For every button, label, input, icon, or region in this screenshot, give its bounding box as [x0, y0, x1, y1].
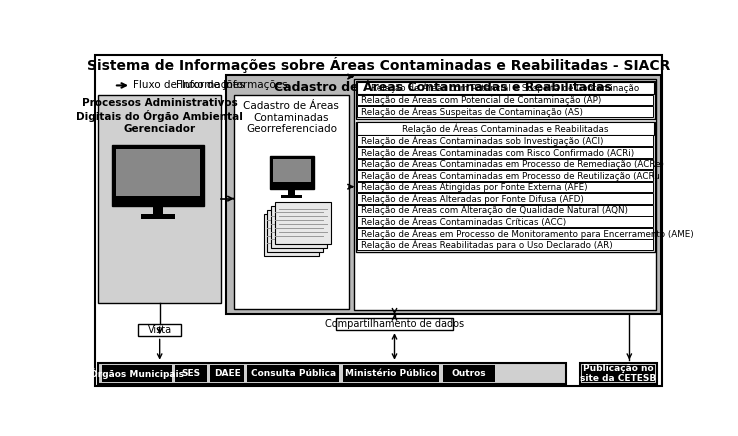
Bar [357, 147, 653, 158]
Bar [273, 159, 311, 182]
Text: Relação de Áreas em Processo de Monitoramento para Encerramento (AME): Relação de Áreas em Processo de Monitora… [361, 228, 694, 238]
Bar [141, 214, 175, 218]
Text: Órgãos Municipais: Órgãos Municipais [90, 368, 184, 378]
Bar [337, 318, 452, 330]
Text: Relação de Áreas Contaminadas em Processo de Remediação (ACRe): Relação de Áreas Contaminadas em Process… [361, 159, 664, 169]
Text: Relação de Áreas Contaminadas e Reabilitadas: Relação de Áreas Contaminadas e Reabilit… [402, 123, 609, 134]
Text: Fluxo de Informações: Fluxo de Informações [176, 80, 288, 90]
Text: Relação de Áreas Contaminadas em Processo de Reutilização (ACRu): Relação de Áreas Contaminadas em Process… [361, 170, 663, 181]
Text: Relação de Áreas com Potencial e Suspeita de Contaminação: Relação de Áreas com Potencial e Suspeit… [371, 82, 639, 93]
Bar [356, 122, 655, 252]
Text: Cadastro de Áreas
Contaminadas
Georreferenciado: Cadastro de Áreas Contaminadas Georrefer… [244, 101, 339, 134]
Text: Sistema de Informações sobre Áreas Contaminadas e Reabilitadas - SIACR: Sistema de Informações sobre Áreas Conta… [86, 57, 670, 73]
Bar [582, 365, 655, 382]
Bar [234, 95, 349, 309]
Bar [263, 214, 320, 255]
Bar [112, 145, 204, 206]
Bar [356, 123, 654, 135]
Bar [356, 82, 654, 94]
Bar [102, 365, 172, 382]
Bar [138, 324, 182, 337]
Bar [443, 365, 495, 382]
Bar [354, 79, 656, 310]
Bar [98, 363, 566, 384]
Text: Processos Administrativos
Digitais do Órgão Ambiental
Gerenciador: Processos Administrativos Digitais do Ór… [76, 99, 243, 134]
Text: Relação de Áreas Contaminadas Críticas (ACC): Relação de Áreas Contaminadas Críticas (… [361, 216, 567, 227]
Bar [267, 210, 323, 252]
Text: Relação de Áreas Suspeitas de Contaminação (AS): Relação de Áreas Suspeitas de Contaminaç… [361, 106, 583, 117]
Bar [356, 81, 655, 119]
Text: DAEE: DAEE [214, 369, 241, 378]
Bar [226, 75, 661, 314]
Bar [357, 159, 653, 169]
Text: Compartilhamento de dados: Compartilhamento de dados [325, 319, 464, 329]
Bar [154, 206, 163, 214]
Bar [357, 170, 653, 181]
Bar [272, 206, 327, 248]
Bar [117, 196, 200, 201]
Bar [357, 182, 653, 192]
Text: Vista: Vista [148, 325, 172, 335]
Bar [247, 365, 339, 382]
Bar [280, 195, 303, 198]
Bar [273, 182, 311, 185]
Text: Outros: Outros [452, 369, 486, 378]
Text: Ministério Público: Ministério Público [345, 369, 437, 378]
Text: SES: SES [182, 369, 201, 378]
Bar [357, 106, 653, 117]
Text: Relação de Áreas Reabilitadas para o Uso Declarado (AR): Relação de Áreas Reabilitadas para o Uso… [361, 239, 613, 250]
Bar [269, 156, 314, 189]
Bar [210, 365, 244, 382]
Bar [357, 228, 653, 238]
Bar [357, 239, 653, 250]
Text: Relação de Áreas com Alteração de Qualidade Natural (AQN): Relação de Áreas com Alteração de Qualid… [361, 205, 628, 215]
Bar [357, 136, 653, 146]
Bar [98, 95, 221, 303]
Bar [342, 365, 439, 382]
Bar [580, 363, 658, 384]
Bar [117, 149, 200, 196]
Text: Publicação no
site da CETESB: Publicação no site da CETESB [580, 364, 657, 383]
Bar [357, 216, 653, 227]
Text: Fluxo de Informações: Fluxo de Informações [134, 80, 245, 90]
Text: Relação de Áreas Atingidas por Fonte Externa (AFE): Relação de Áreas Atingidas por Fonte Ext… [361, 182, 587, 192]
Bar [175, 365, 207, 382]
Text: Consulta Pública: Consulta Pública [251, 369, 336, 378]
Bar [357, 193, 653, 204]
Text: Relação de Áreas Contaminadas sob Investigação (ACI): Relação de Áreas Contaminadas sob Invest… [361, 136, 604, 146]
Bar [357, 95, 653, 106]
Text: Relação de Áreas Contaminadas com Risco Confirmado (ACRi): Relação de Áreas Contaminadas com Risco … [361, 147, 635, 158]
Bar [357, 205, 653, 215]
Text: Relação de Áreas com Potencial de Contaminação (AP): Relação de Áreas com Potencial de Contam… [361, 95, 601, 106]
Text: Cadastro de Áreas Contaminadas e Reabilitadas: Cadastro de Áreas Contaminadas e Reabili… [275, 81, 613, 94]
Bar [289, 189, 294, 195]
Text: Relação de Áreas Alteradas por Fonte Difusa (AFD): Relação de Áreas Alteradas por Fonte Dif… [361, 194, 584, 204]
Bar [275, 202, 331, 244]
